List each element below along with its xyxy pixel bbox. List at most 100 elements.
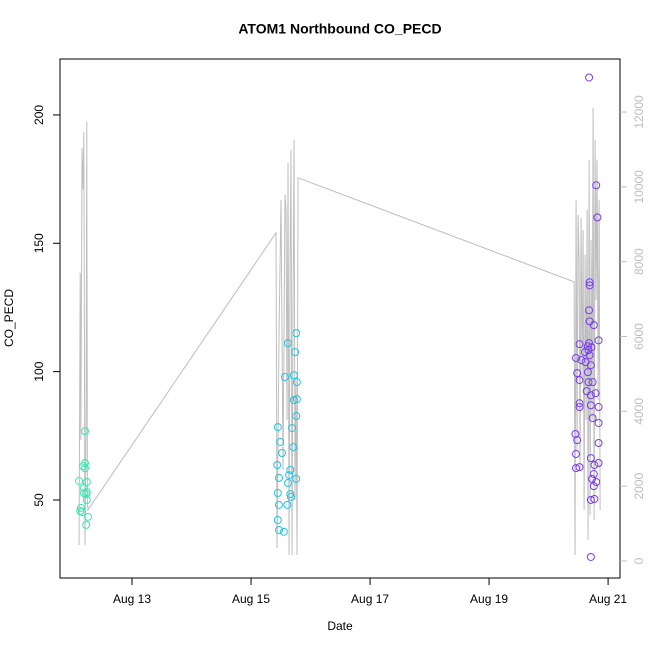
data-point bbox=[273, 423, 282, 432]
data-point bbox=[586, 361, 595, 370]
data-point bbox=[76, 507, 85, 516]
data-point bbox=[82, 495, 91, 504]
y2-tick-label: 4000 bbox=[632, 398, 646, 425]
y-tick-label: 200 bbox=[32, 105, 46, 125]
data-point bbox=[589, 321, 598, 330]
data-point bbox=[582, 387, 591, 396]
data-point bbox=[82, 478, 91, 487]
x-tick-label: Aug 17 bbox=[351, 592, 389, 606]
data-point bbox=[283, 479, 292, 488]
data-point bbox=[575, 399, 584, 408]
data-point bbox=[75, 476, 84, 485]
data-point bbox=[588, 378, 597, 387]
y-tick-label: 100 bbox=[32, 361, 46, 381]
data-point bbox=[588, 414, 597, 423]
data-point bbox=[82, 520, 91, 529]
data-point bbox=[591, 389, 600, 398]
data-point bbox=[585, 306, 594, 315]
data-point bbox=[285, 471, 294, 480]
data-point bbox=[585, 281, 594, 290]
y-tick-label: 50 bbox=[32, 493, 46, 507]
data-point bbox=[292, 474, 301, 483]
data-point bbox=[575, 376, 584, 385]
data-point bbox=[593, 213, 602, 222]
data-point bbox=[80, 427, 89, 436]
data-point bbox=[291, 348, 300, 357]
data-point bbox=[273, 515, 282, 524]
data-point bbox=[82, 488, 91, 497]
data-point bbox=[571, 354, 580, 363]
data-point bbox=[594, 438, 603, 447]
data-point bbox=[83, 512, 92, 521]
data-point bbox=[292, 412, 301, 421]
x-axis-label: Date bbox=[327, 619, 353, 633]
data-point bbox=[80, 459, 89, 468]
y2-tick-label: 10000 bbox=[632, 170, 646, 204]
data-point bbox=[292, 329, 301, 338]
data-point bbox=[78, 508, 87, 517]
data-point bbox=[580, 348, 589, 357]
data-point bbox=[592, 181, 601, 190]
y2-tick-label: 8000 bbox=[632, 248, 646, 275]
data-point bbox=[589, 482, 598, 491]
y2-tick-label: 12000 bbox=[632, 95, 646, 129]
y-tick-label: 150 bbox=[32, 233, 46, 253]
data-point bbox=[289, 443, 298, 452]
data-point bbox=[286, 490, 295, 499]
x-tick-label: Aug 15 bbox=[232, 592, 270, 606]
y2-tick-label: 6000 bbox=[632, 323, 646, 350]
data-point bbox=[286, 465, 295, 474]
data-point bbox=[283, 339, 292, 348]
data-point bbox=[585, 278, 594, 287]
data-point bbox=[289, 371, 298, 380]
data-point bbox=[276, 437, 285, 446]
data-point bbox=[273, 489, 282, 498]
y2-tick-label: 0 bbox=[632, 557, 646, 564]
data-point bbox=[594, 459, 603, 468]
data-point bbox=[589, 470, 598, 479]
x-tick-label: Aug 19 bbox=[470, 592, 508, 606]
data-point bbox=[586, 401, 595, 410]
data-point bbox=[283, 500, 292, 509]
data-point bbox=[571, 464, 580, 473]
data-point bbox=[573, 369, 582, 378]
data-point bbox=[594, 336, 603, 345]
chart-title: ATOM1 Northbound CO_PECD bbox=[238, 21, 441, 37]
data-point bbox=[584, 378, 593, 387]
data-point bbox=[590, 461, 599, 470]
x-tick-label: Aug 13 bbox=[113, 592, 151, 606]
data-point bbox=[573, 436, 582, 445]
data-point bbox=[586, 552, 595, 561]
data-point bbox=[588, 474, 597, 483]
y-axis-label: CO_PECD bbox=[2, 289, 16, 347]
data-point bbox=[288, 424, 297, 433]
data-point bbox=[275, 473, 284, 482]
data-point bbox=[575, 340, 584, 349]
data-point bbox=[289, 396, 298, 405]
data-point bbox=[594, 418, 603, 427]
data-point bbox=[586, 454, 595, 463]
plot-frame bbox=[59, 58, 621, 579]
data-point bbox=[280, 373, 289, 382]
data-point bbox=[286, 492, 295, 501]
data-point bbox=[80, 464, 89, 473]
data-point bbox=[575, 463, 584, 472]
data-point bbox=[583, 368, 592, 377]
data-point bbox=[275, 500, 284, 509]
data-point bbox=[292, 378, 301, 387]
data-point bbox=[571, 450, 580, 459]
data-point bbox=[273, 461, 282, 470]
x-tick-label: Aug 21 bbox=[589, 592, 627, 606]
data-point bbox=[76, 503, 85, 512]
y2-tick-label: 2000 bbox=[632, 472, 646, 499]
data-point bbox=[577, 356, 586, 365]
data-point bbox=[585, 73, 594, 82]
data-point bbox=[275, 526, 284, 535]
data-point bbox=[594, 403, 603, 412]
data-point bbox=[586, 391, 595, 400]
data-point bbox=[586, 495, 595, 504]
data-point bbox=[590, 494, 599, 503]
data-point bbox=[277, 448, 286, 457]
